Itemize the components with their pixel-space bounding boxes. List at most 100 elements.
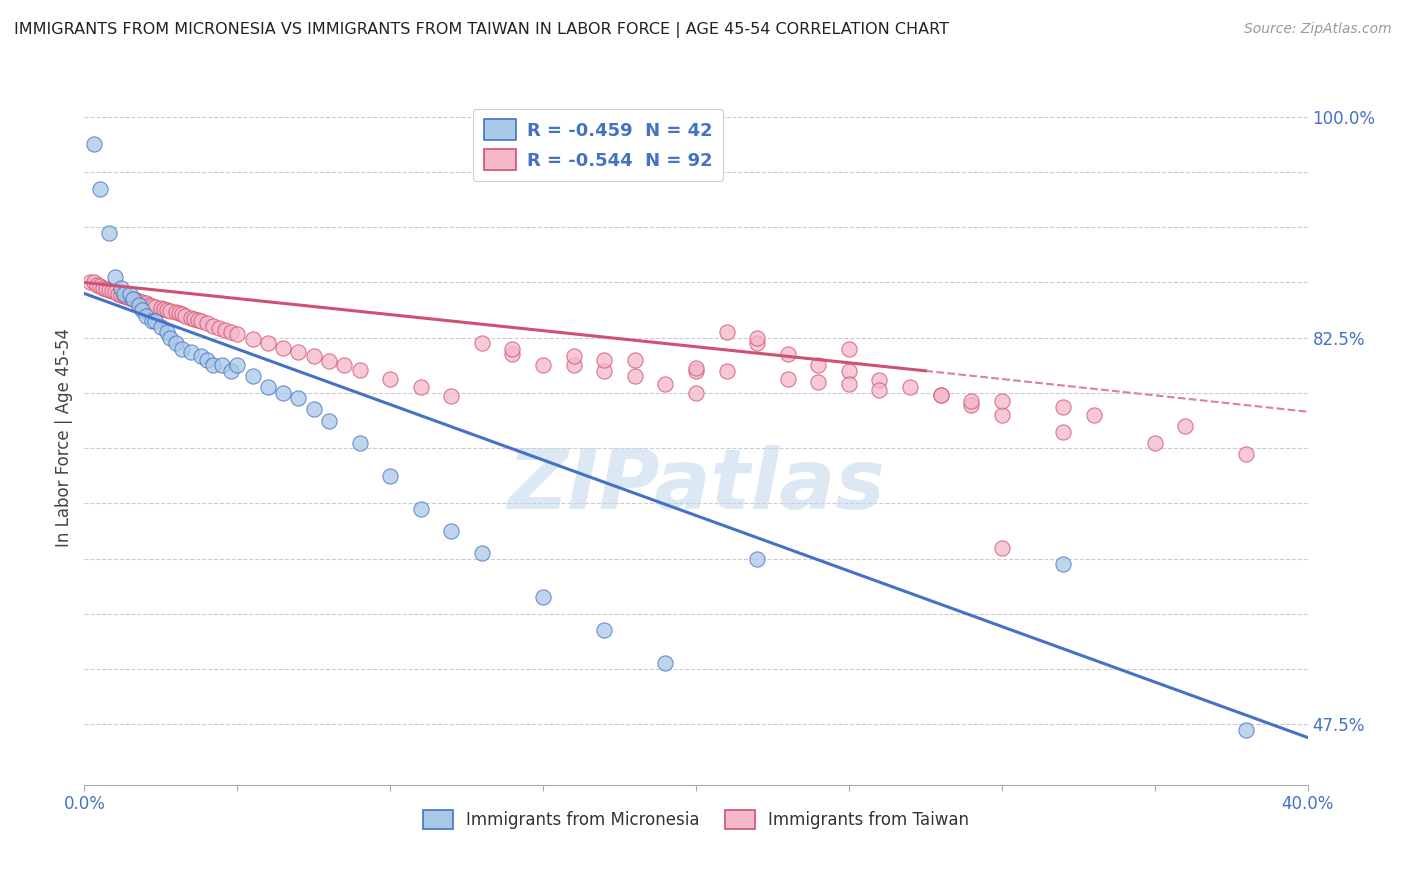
Point: [143, 300, 166, 314]
Text: Source: ZipAtlas.com: Source: ZipAtlas.com: [1244, 22, 1392, 37]
Point: [86, 277, 108, 292]
Point: [211, 359, 233, 373]
Point: [165, 336, 187, 351]
Point: [172, 308, 194, 322]
Point: [174, 309, 197, 323]
Point: [807, 375, 830, 389]
Point: [685, 385, 707, 400]
Point: [104, 285, 127, 300]
Point: [471, 546, 494, 560]
Point: [149, 319, 172, 334]
Point: [440, 524, 463, 538]
Point: [226, 359, 249, 373]
Point: [380, 468, 402, 483]
Point: [195, 352, 218, 367]
Text: IMMIGRANTS FROM MICRONESIA VS IMMIGRANTS FROM TAIWAN IN LABOR FORCE | AGE 45-54 : IMMIGRANTS FROM MICRONESIA VS IMMIGRANTS…: [14, 22, 949, 38]
Point: [107, 286, 129, 301]
Point: [1052, 425, 1074, 439]
Point: [302, 350, 325, 364]
Point: [180, 345, 202, 359]
Point: [349, 362, 371, 376]
Point: [1083, 408, 1105, 422]
Point: [1236, 447, 1258, 461]
Point: [195, 316, 218, 330]
Point: [380, 371, 402, 385]
Point: [125, 293, 148, 307]
Text: ZIPatlas: ZIPatlas: [508, 445, 884, 526]
Point: [219, 325, 242, 339]
Point: [747, 551, 769, 566]
Point: [991, 408, 1014, 422]
Point: [271, 341, 294, 355]
Point: [257, 336, 280, 351]
Point: [318, 354, 340, 368]
Point: [201, 318, 224, 333]
Point: [838, 364, 860, 378]
Point: [89, 278, 111, 293]
Point: [593, 624, 616, 638]
Point: [110, 287, 132, 301]
Point: [167, 306, 190, 320]
Point: [112, 289, 135, 303]
Point: [302, 402, 325, 417]
Point: [257, 380, 280, 394]
Point: [242, 369, 264, 384]
Point: [89, 181, 111, 195]
Point: [716, 364, 738, 378]
Point: [716, 325, 738, 339]
Point: [122, 292, 145, 306]
Point: [208, 320, 231, 334]
Point: [654, 657, 676, 671]
Point: [242, 332, 264, 346]
Point: [149, 301, 172, 315]
Point: [409, 501, 432, 516]
Point: [409, 380, 432, 394]
Point: [219, 364, 242, 378]
Point: [531, 359, 554, 373]
Point: [593, 352, 616, 367]
Point: [960, 393, 983, 408]
Point: [101, 285, 124, 299]
Point: [97, 283, 120, 297]
Point: [1174, 419, 1197, 434]
Point: [131, 295, 153, 310]
Point: [128, 297, 150, 311]
Point: [138, 297, 160, 311]
Point: [186, 313, 208, 327]
Point: [991, 541, 1014, 555]
Point: [654, 377, 676, 392]
Point: [91, 281, 114, 295]
Point: [83, 276, 105, 290]
Point: [869, 373, 891, 387]
Point: [141, 299, 163, 313]
Point: [180, 310, 202, 325]
Point: [104, 269, 127, 284]
Point: [838, 342, 860, 356]
Point: [135, 296, 157, 310]
Point: [159, 331, 181, 345]
Point: [349, 435, 371, 450]
Point: [776, 347, 799, 361]
Point: [333, 359, 356, 373]
Point: [165, 305, 187, 319]
Point: [143, 314, 166, 328]
Point: [128, 294, 150, 309]
Point: [562, 359, 585, 373]
Point: [929, 388, 952, 402]
Point: [624, 369, 647, 384]
Point: [97, 226, 120, 240]
Point: [869, 383, 891, 397]
Point: [776, 371, 799, 385]
Point: [120, 291, 142, 305]
Point: [1143, 435, 1166, 450]
Point: [471, 336, 494, 351]
Point: [562, 350, 585, 364]
Y-axis label: In Labor Force | Age 45-54: In Labor Force | Age 45-54: [55, 327, 73, 547]
Point: [287, 392, 309, 406]
Point: [79, 276, 101, 290]
Point: [531, 591, 554, 605]
Point: [141, 314, 163, 328]
Point: [1052, 557, 1074, 571]
Point: [83, 137, 105, 152]
Point: [226, 327, 249, 342]
